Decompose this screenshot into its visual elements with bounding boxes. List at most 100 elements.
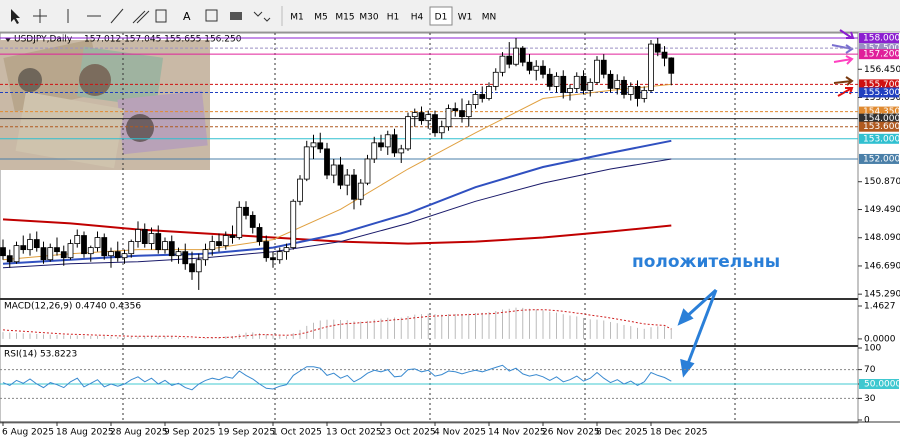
x-tick-label: 8 Dec 2025: [596, 428, 648, 438]
trendline-tool[interactable]: [110, 8, 124, 24]
candle-body: [330, 164, 337, 176]
timeframe-button[interactable]: M5: [314, 13, 328, 23]
candle-body: [384, 134, 391, 148]
candle-body: [81, 235, 87, 255]
candle-body: [486, 86, 492, 99]
candle-body: [634, 86, 641, 99]
candle-body: [216, 241, 222, 247]
crosshair-tool[interactable]: [33, 9, 47, 23]
level-label: 154.000: [863, 114, 900, 124]
timeframe-button[interactable]: W1: [458, 13, 473, 23]
fibo-tool[interactable]: [155, 9, 167, 23]
candle-body: [324, 148, 330, 176]
candle-body: [263, 241, 270, 259]
candle-body: [270, 257, 276, 261]
timeframe-button[interactable]: H4: [411, 13, 424, 23]
level-arrow: [831, 44, 854, 54]
x-tick-label: 1 Oct 2025: [272, 428, 322, 438]
candle-body: [54, 247, 60, 253]
timeframe-button[interactable]: M15: [335, 13, 354, 23]
arrows-tool[interactable]: [253, 11, 271, 22]
portrait: [126, 114, 154, 142]
level-label-bg: [859, 87, 899, 98]
candle-body: [648, 43, 654, 91]
candle-body: [371, 142, 378, 160]
candle-body: [155, 233, 162, 251]
candle-body: [432, 114, 438, 134]
candle-body: [567, 88, 573, 93]
annotation: положительны: [632, 252, 780, 272]
candle-body: [513, 47, 519, 65]
candle-body: [229, 235, 236, 238]
candle-body: [405, 116, 411, 150]
candle-body: [594, 59, 600, 83]
y-tick-label: 150.870: [864, 177, 900, 187]
x-tick-label: 18 Dec 2025: [650, 428, 708, 438]
y-tick-label: 149.490: [864, 205, 900, 215]
timeframe-button[interactable]: D1: [435, 13, 448, 23]
candle-body: [297, 178, 303, 202]
level-label-bg: [859, 106, 899, 117]
candle-body: [175, 251, 182, 257]
text-tool[interactable]: A: [183, 10, 191, 23]
candle-body: [587, 81, 594, 91]
candle-body: [506, 55, 513, 65]
level-label-bg: [859, 153, 899, 164]
level-label-bg: [859, 113, 899, 124]
candle-body: [600, 59, 607, 75]
label-tool[interactable]: [205, 9, 218, 22]
y-tick-label: 0.0000: [864, 334, 896, 344]
candle-body: [0, 247, 6, 257]
x-tick-label: 26 Nov 2025: [542, 428, 600, 438]
candle-body: [108, 251, 114, 257]
cursor-tool[interactable]: [11, 9, 20, 24]
candle-body: [418, 112, 425, 122]
candle-body: [13, 245, 20, 263]
candle-body: [195, 259, 202, 273]
candle-body: [465, 104, 472, 118]
level-label: 152.000: [863, 154, 900, 164]
pictures: [0, 39, 210, 170]
candle-body: [459, 110, 465, 118]
candle-body: [189, 263, 195, 273]
timeframe-button[interactable]: MN: [482, 13, 497, 23]
symbol-marker: [5, 38, 11, 42]
arrow-head: [680, 358, 695, 378]
candle-body: [573, 75, 580, 89]
candle-body: [398, 148, 405, 154]
level-label: 153.000: [863, 134, 900, 144]
x-tick-label: 4 Nov 2025: [434, 428, 486, 438]
channel-tool[interactable]: [132, 10, 150, 24]
level-label: 155.700: [863, 80, 900, 90]
candle-body: [607, 73, 614, 89]
candle-body: [114, 251, 121, 259]
candle-body: [310, 142, 317, 148]
rsi-line: [2, 364, 672, 391]
candle-body: [162, 241, 168, 251]
candle-body: [6, 255, 13, 263]
candle-body: [60, 251, 67, 259]
candle-body: [317, 142, 324, 150]
candle-body: [364, 158, 371, 184]
candle-body: [209, 241, 216, 251]
candle-body: [344, 174, 351, 186]
level-label-bg: [859, 121, 899, 132]
candle-body: [627, 86, 634, 95]
timeframe-button[interactable]: M30: [359, 13, 378, 23]
candle-body: [526, 61, 533, 71]
level-label: 158.000: [863, 34, 900, 44]
toolbar: A M1 M5 M15 M30 H1 H4 D1 W1 MN: [0, 0, 900, 33]
macd-title: MACD(12,26,9) 0.4740 0.4356: [4, 302, 141, 312]
y-tick-label: 156.450: [864, 65, 900, 75]
annotation-arrows: [677, 288, 718, 378]
candle-body: [74, 235, 81, 244]
x-tick-label: 13 Oct 2025: [326, 428, 382, 438]
banknote: [15, 91, 125, 169]
shape-tool[interactable]: [230, 12, 242, 20]
timeframe-button[interactable]: H1: [387, 13, 400, 23]
timeframe-selected: [429, 6, 453, 26]
timeframe-button[interactable]: M1: [290, 13, 304, 23]
candle-body: [391, 134, 398, 154]
symbol-title: USDJPY,Daily: [14, 35, 73, 45]
